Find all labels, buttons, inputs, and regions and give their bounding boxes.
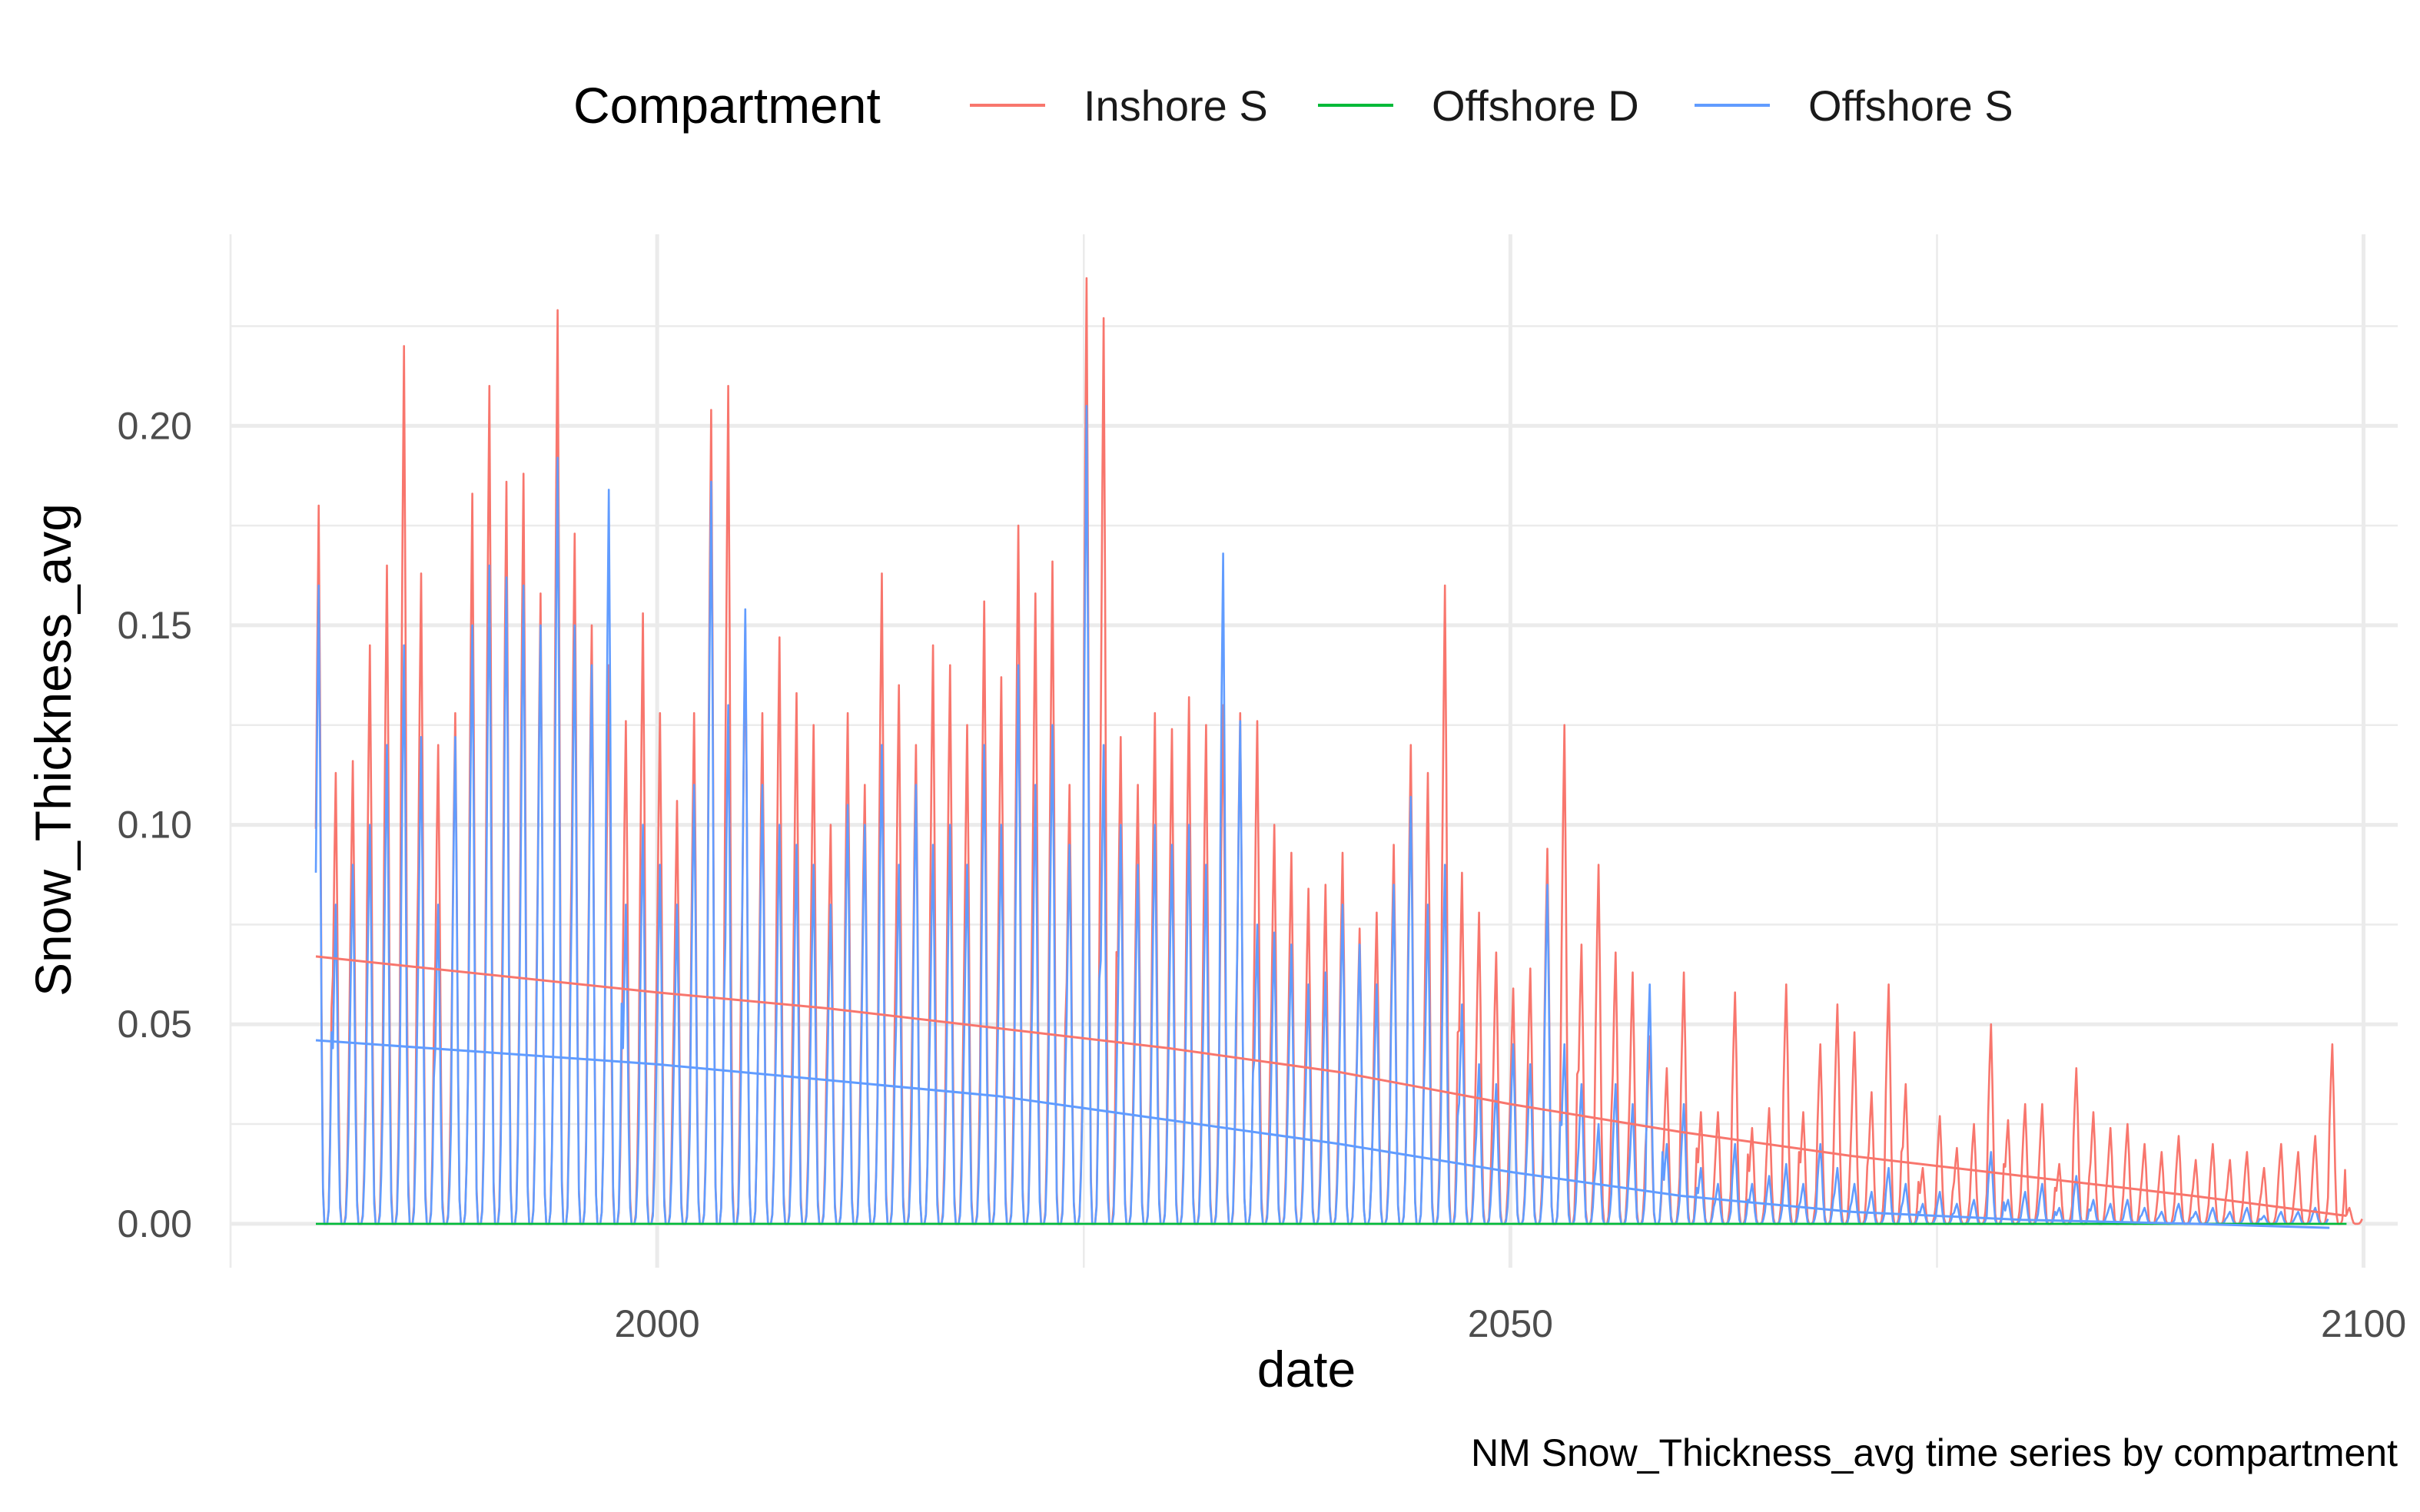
x-axis-title: date	[1257, 1341, 1356, 1398]
x-axis-ticks: 2000 2050 2100	[615, 1302, 2407, 1345]
legend-entries: Inshore S Offshore D Offshore S	[970, 81, 2013, 130]
y-axis-title: Snow_Thickness_avg	[25, 503, 81, 996]
legend-entry-label: Offshore S	[1808, 81, 2013, 130]
x-tick-label: 2000	[615, 1302, 700, 1345]
y-tick-label: 0.05	[118, 1003, 192, 1046]
legend-title: Compartment	[573, 77, 881, 134]
legend-entry-label: Offshore D	[1432, 81, 1639, 130]
y-tick-label: 0.20	[118, 404, 192, 447]
y-tick-label: 0.00	[118, 1202, 192, 1245]
series-layer	[314, 277, 2363, 1229]
y-tick-label: 0.15	[118, 604, 192, 647]
chart-caption: NM Snow_Thickness_avg time series by com…	[1471, 1431, 2398, 1474]
legend: Compartment Inshore S Offshore D Offshore …	[573, 77, 2013, 134]
legend-entry-label: Inshore S	[1084, 81, 1268, 130]
y-tick-label: 0.10	[118, 804, 192, 847]
plot-panel	[229, 234, 2398, 1268]
series-line-offshore-s-smooth-trend	[315, 1039, 2330, 1229]
y-axis-ticks: 0.00 0.05 0.10 0.15 0.20	[118, 404, 192, 1245]
x-tick-label: 2050	[1468, 1302, 1553, 1345]
series-line-offshore-s-annual-cycle	[314, 405, 2329, 1225]
series-line-inshore-s-smooth-trend	[315, 955, 2347, 1217]
x-tick-label: 2100	[2321, 1302, 2406, 1345]
